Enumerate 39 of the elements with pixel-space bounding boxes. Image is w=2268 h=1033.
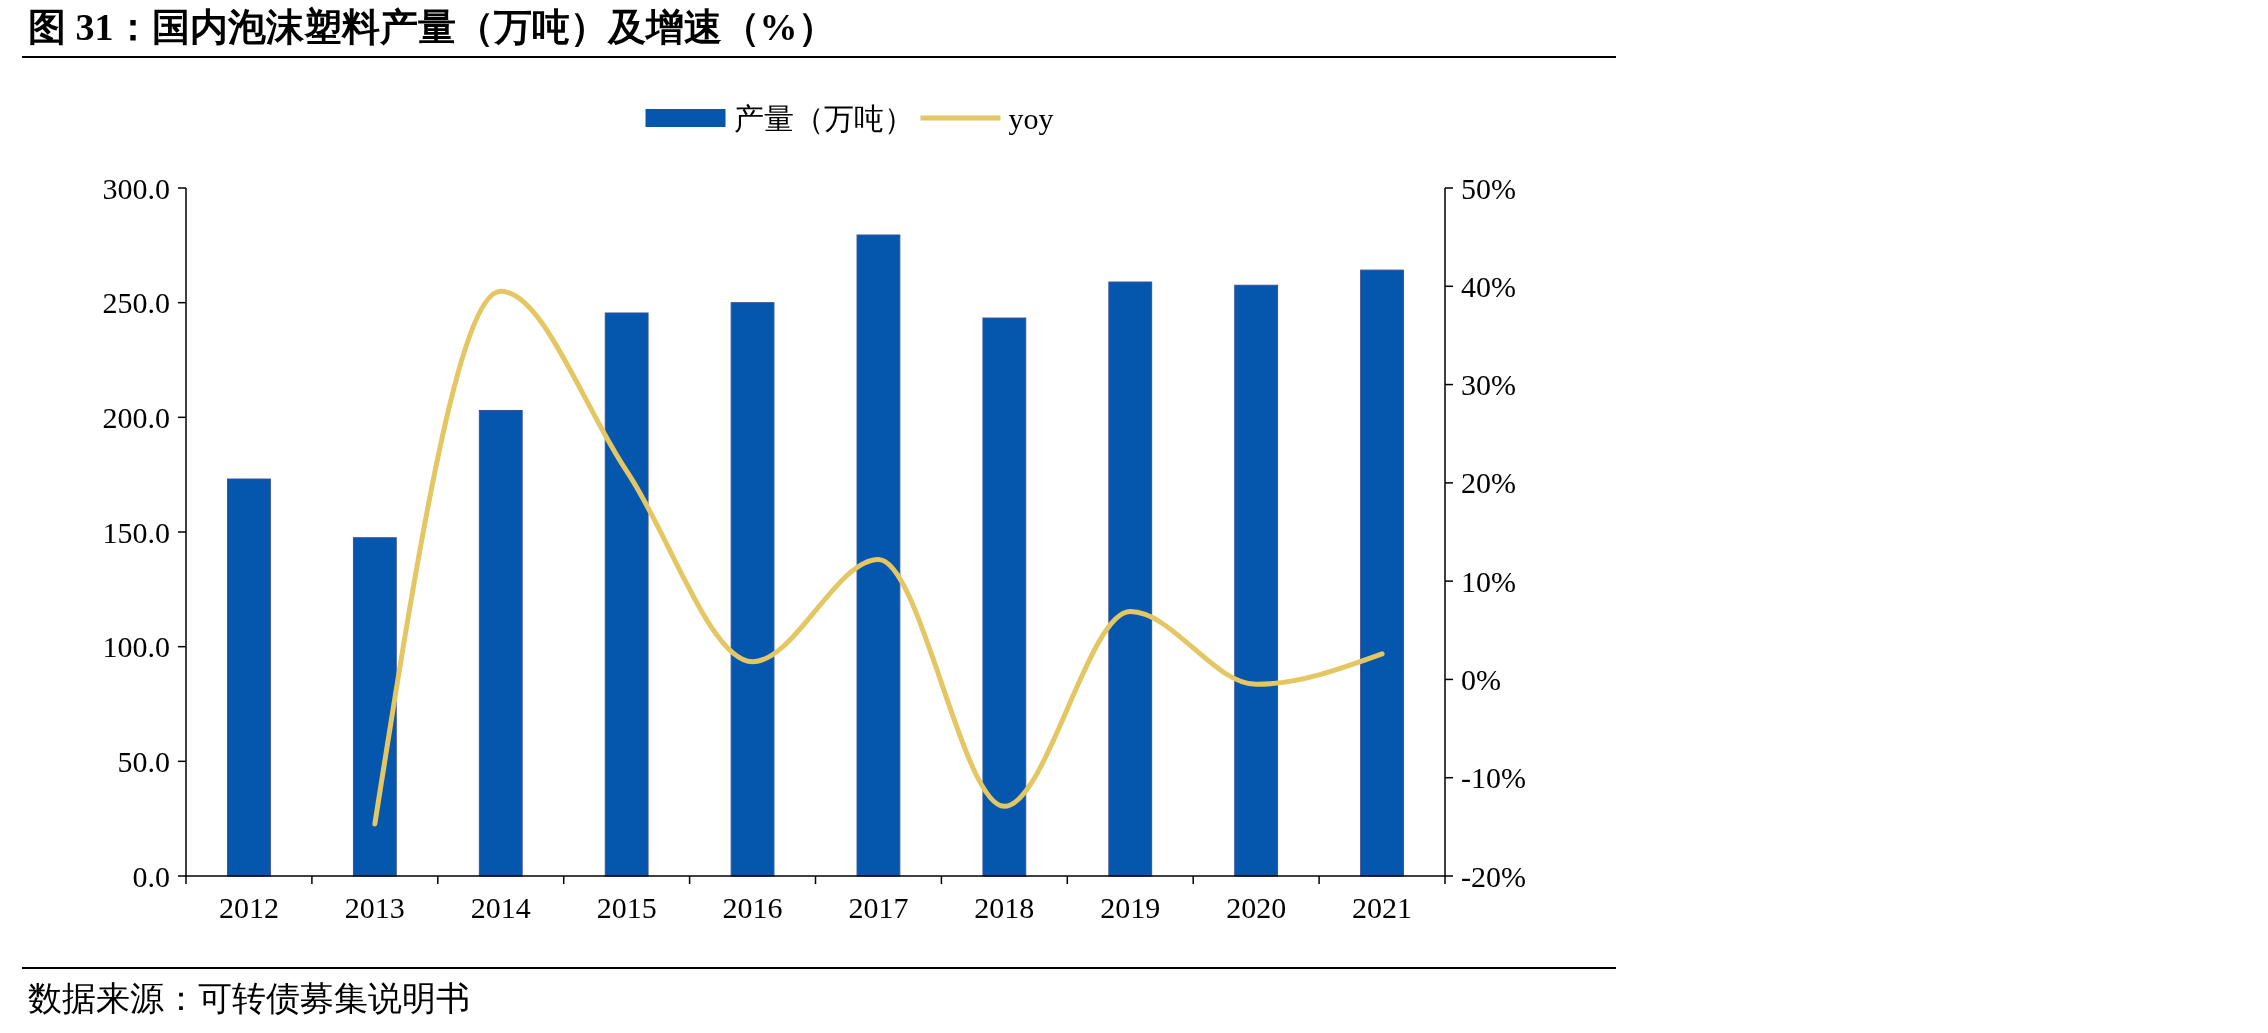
y-tick-label: 300.0 xyxy=(102,171,170,205)
bar xyxy=(1234,284,1279,877)
x-tick-label: 2013 xyxy=(344,891,405,924)
x-tick-label: 2018 xyxy=(974,891,1035,924)
bar xyxy=(227,478,271,877)
y2-tick-label: 40% xyxy=(1461,269,1516,303)
x-tick-label: 2016 xyxy=(722,891,783,924)
x-tick-label: 2014 xyxy=(470,891,531,924)
source-note: 数据来源：可转债募集说明书 xyxy=(28,980,470,1017)
y-tick-label: 50.0 xyxy=(117,744,170,778)
bar xyxy=(856,234,901,877)
x-tick-label: 2019 xyxy=(1100,891,1161,924)
x-tick-label: 2017 xyxy=(848,891,909,924)
legend-label: yoy xyxy=(1008,101,1054,135)
x-tick-label: 2020 xyxy=(1226,891,1287,924)
bar xyxy=(478,409,523,877)
y-tick-label: 250.0 xyxy=(102,286,170,320)
x-tick-label: 2015 xyxy=(596,891,657,924)
bar xyxy=(1108,281,1153,877)
y2-tick-label: 50% xyxy=(1461,171,1516,205)
y-tick-label: 150.0 xyxy=(102,515,170,549)
y2-tick-label: 10% xyxy=(1461,564,1516,598)
y2-tick-label: 30% xyxy=(1461,368,1516,402)
y-tick-label: 100.0 xyxy=(102,630,170,664)
bar xyxy=(604,312,649,877)
y2-tick-label: -10% xyxy=(1461,761,1526,795)
legend-label: 产量（万吨） xyxy=(733,101,914,135)
chart-title: 图 31：国内泡沫塑料产量（万吨）及增速（%） xyxy=(28,6,836,48)
y2-tick-label: -20% xyxy=(1461,859,1526,893)
y2-tick-label: 20% xyxy=(1461,466,1516,500)
y2-tick-label: 0% xyxy=(1461,662,1501,696)
x-tick-label: 2012 xyxy=(218,891,279,924)
bar xyxy=(730,302,775,877)
y-tick-label: 200.0 xyxy=(102,400,170,434)
x-tick-label: 2021 xyxy=(1352,891,1413,924)
bar xyxy=(1360,269,1404,877)
bar xyxy=(982,317,1027,877)
bar xyxy=(352,537,397,877)
y-tick-label: 0.0 xyxy=(132,859,170,893)
